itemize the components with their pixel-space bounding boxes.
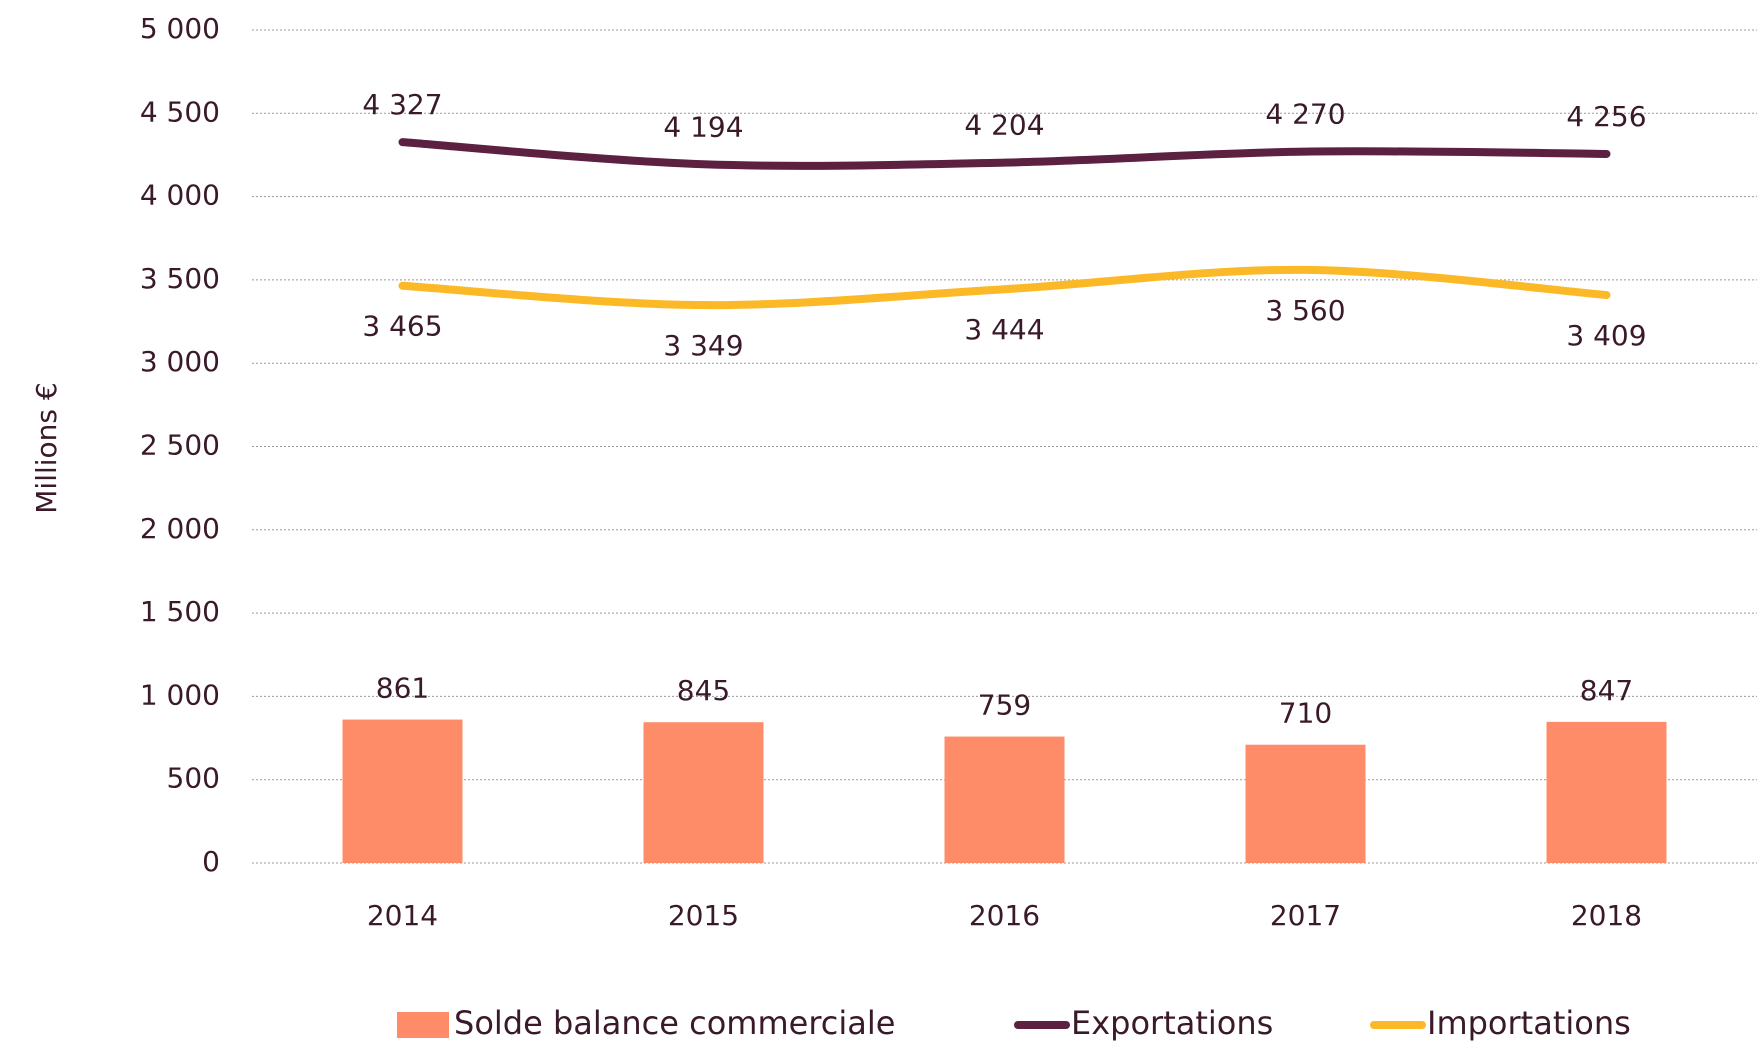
- x-tick-label: 2016: [969, 899, 1040, 932]
- x-tick-label: 2014: [367, 899, 438, 932]
- data-label: 710: [1279, 697, 1332, 730]
- y-tick-label: 3 000: [140, 345, 220, 378]
- legend-label: Importations: [1427, 1004, 1631, 1042]
- data-label: 759: [978, 689, 1031, 722]
- x-tick-label: 2018: [1571, 899, 1642, 932]
- y-tick-label: 2 500: [140, 429, 220, 462]
- y-tick-label: 4 000: [140, 179, 220, 212]
- y-tick-label: 4 500: [140, 95, 220, 128]
- data-label: 4 256: [1566, 100, 1646, 133]
- y-tick-label: 1 500: [140, 595, 220, 628]
- y-tick-label: 5 000: [140, 12, 220, 45]
- data-label: 3 349: [663, 329, 743, 362]
- y-tick-label: 1 000: [140, 678, 220, 711]
- legend-swatch: [397, 1012, 449, 1038]
- legend-label: Exportations: [1071, 1004, 1273, 1042]
- y-tick-label: 500: [167, 762, 220, 795]
- bar: [342, 719, 463, 863]
- y-tick-label: 2 000: [140, 512, 220, 545]
- data-label: 4 270: [1265, 98, 1345, 131]
- line: [398, 265, 1611, 310]
- data-label: 3 465: [362, 310, 442, 343]
- data-label: 3 409: [1566, 319, 1646, 352]
- data-label: 3 444: [964, 313, 1044, 346]
- bar: [1245, 744, 1366, 863]
- x-tick-label: 2017: [1270, 899, 1341, 932]
- data-label: 4 194: [663, 110, 743, 143]
- data-label: 3 560: [1265, 294, 1345, 327]
- data-label: 4 204: [964, 109, 1044, 142]
- data-label: 4 327: [362, 88, 442, 121]
- data-label: 847: [1580, 674, 1633, 707]
- bar: [643, 722, 764, 863]
- data-label: 861: [376, 672, 429, 705]
- y-axis-label: Millions €: [30, 382, 63, 513]
- line: [398, 138, 1611, 170]
- bar: [1546, 721, 1667, 863]
- bar: [944, 736, 1065, 863]
- legend-label: Solde balance commerciale: [454, 1004, 895, 1042]
- data-label: 845: [677, 674, 730, 707]
- y-tick-label: 3 500: [140, 262, 220, 295]
- y-tick-label: 0: [202, 845, 220, 878]
- x-tick-label: 2015: [668, 899, 739, 932]
